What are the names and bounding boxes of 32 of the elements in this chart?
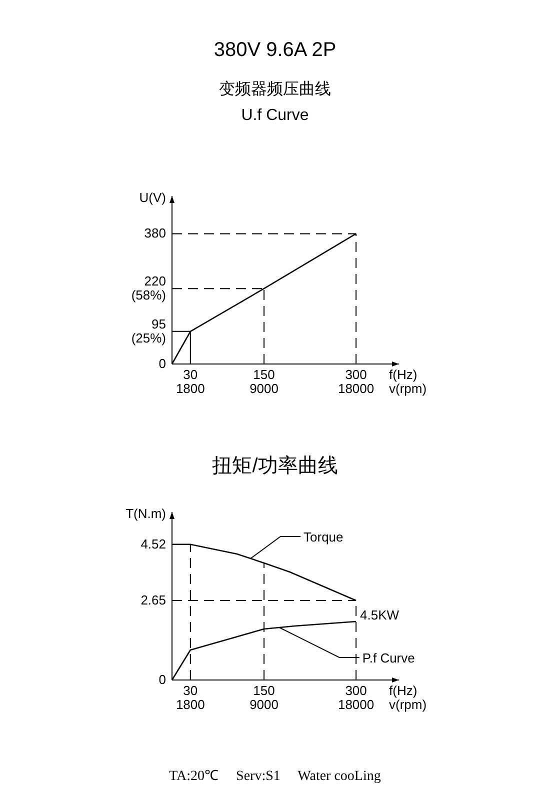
x-axis-title: f(Hz) — [389, 683, 418, 698]
y-axis-title: T(N.m) — [126, 506, 166, 521]
x2-tick-label: 9000 — [250, 697, 278, 712]
y-tick-label: 4.52 — [140, 536, 166, 552]
text: P.f Curve — [362, 650, 415, 666]
y-tick-label: 0 — [158, 356, 166, 371]
x-tick-label: 300 — [345, 683, 367, 698]
x2-axis-title: v(rpm) — [389, 697, 427, 712]
x2-tick-label: 18000 — [338, 381, 374, 396]
y-tick-label: 2.65 — [140, 592, 166, 608]
x-tick-label: 30 — [183, 367, 198, 382]
y-tick-label: 0 — [158, 672, 166, 687]
x-axis-title: f(Hz) — [389, 367, 418, 382]
text: TA:20℃ Serv:S1 Water cooLing — [169, 769, 381, 784]
x2-tick-label: 1800 — [176, 697, 205, 712]
chart-title: 扭矩/功率曲线 — [212, 455, 338, 477]
text: Torque — [304, 530, 344, 544]
x2-tick-label: 18000 — [338, 697, 374, 712]
chart-subtitle: 变频器频压曲线 U.f Curve — [219, 80, 331, 124]
x2-axis-title: v(rpm) — [389, 381, 427, 396]
x2-tick-label: 1800 — [176, 381, 205, 396]
x-tick-label: 150 — [253, 683, 275, 698]
y-tick-label: 380 — [144, 226, 166, 241]
x-tick-label: 300 — [345, 367, 367, 382]
annotation: 4.5KW — [360, 608, 400, 622]
y-tick-label: 220 (58%) — [131, 274, 166, 303]
x-tick-label: 150 — [253, 367, 275, 382]
y-tick-label: 95 (25%) — [131, 316, 166, 346]
chart-title: 380V 9.6A 2P — [214, 39, 336, 61]
x-tick-label: 30 — [183, 683, 198, 698]
x2-tick-label: 9000 — [250, 381, 278, 396]
y-axis-title: U(V) — [139, 190, 166, 205]
